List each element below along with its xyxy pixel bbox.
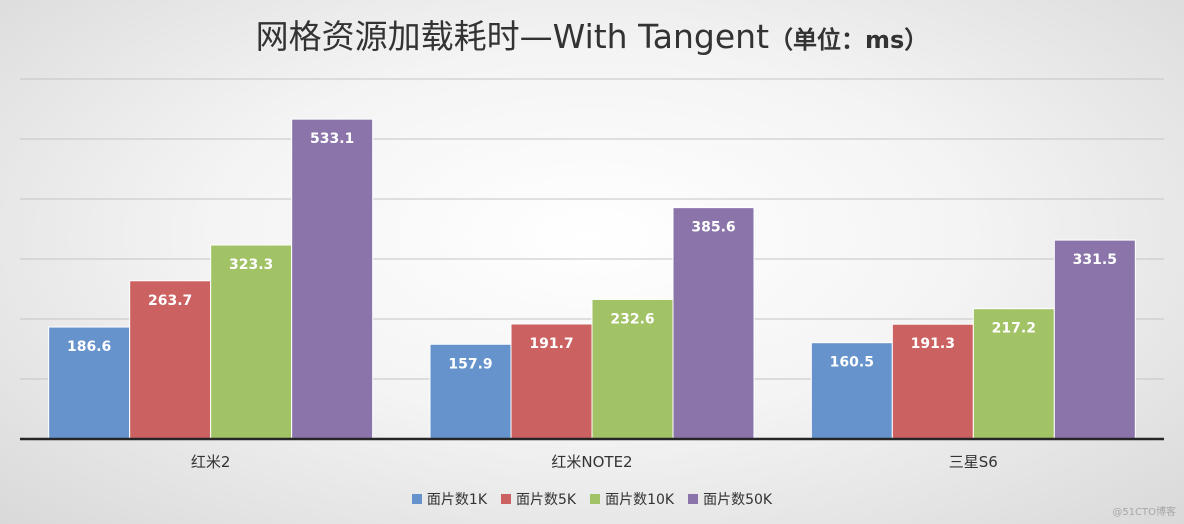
chart-title-main: 网格资源加载耗时—With Tangent xyxy=(255,17,770,56)
data-label: 186.6 xyxy=(67,339,111,355)
bar xyxy=(972,308,1055,440)
chart-title-unit: （单位：ms） xyxy=(769,26,929,54)
data-label: 263.7 xyxy=(148,293,192,309)
bar xyxy=(891,323,974,440)
bar xyxy=(210,244,293,440)
chart-legend: 面片数1K 面片数5K 面片数10K 面片数50K xyxy=(0,489,1184,509)
legend-swatch xyxy=(590,494,601,504)
data-label: 385.6 xyxy=(691,220,735,236)
bar xyxy=(672,207,755,440)
data-label: 160.5 xyxy=(830,355,874,371)
category-label: 三星S6 xyxy=(949,453,998,471)
bar xyxy=(1053,239,1136,440)
legend-label: 面片数1K xyxy=(426,492,487,508)
legend-swatch xyxy=(501,494,511,504)
category-label: 红米2 xyxy=(191,453,231,471)
chart-title: 网格资源加载耗时—With Tangent（单位：ms） xyxy=(0,10,1184,58)
data-label: 533.1 xyxy=(310,131,354,147)
legend-label: 面片数5K xyxy=(516,492,577,508)
bar xyxy=(129,280,212,440)
data-label: 323.3 xyxy=(229,257,273,273)
bar xyxy=(429,343,512,440)
data-label: 157.9 xyxy=(448,356,492,372)
data-label: 232.6 xyxy=(610,311,654,327)
data-label: 331.5 xyxy=(1073,252,1117,268)
watermark: @51CTO博客 xyxy=(1112,507,1176,518)
legend-swatch xyxy=(688,494,699,504)
bar xyxy=(591,298,674,440)
legend-label: 面片数50K xyxy=(703,492,773,508)
legend-item: 面片数5K xyxy=(501,489,576,509)
legend-label: 面片数10K xyxy=(605,492,675,508)
data-label: 217.2 xyxy=(992,321,1036,337)
bar xyxy=(48,326,131,440)
data-label: 191.7 xyxy=(529,336,573,352)
bar xyxy=(510,323,593,440)
category-label: 红米NOTE2 xyxy=(551,453,632,471)
legend-item: 面片数50K xyxy=(688,489,772,509)
data-label: 191.3 xyxy=(911,336,955,352)
legend-item: 面片数10K xyxy=(590,489,674,509)
bar xyxy=(291,118,374,440)
legend-swatch xyxy=(411,494,422,504)
legend-item: 面片数1K xyxy=(411,489,487,509)
